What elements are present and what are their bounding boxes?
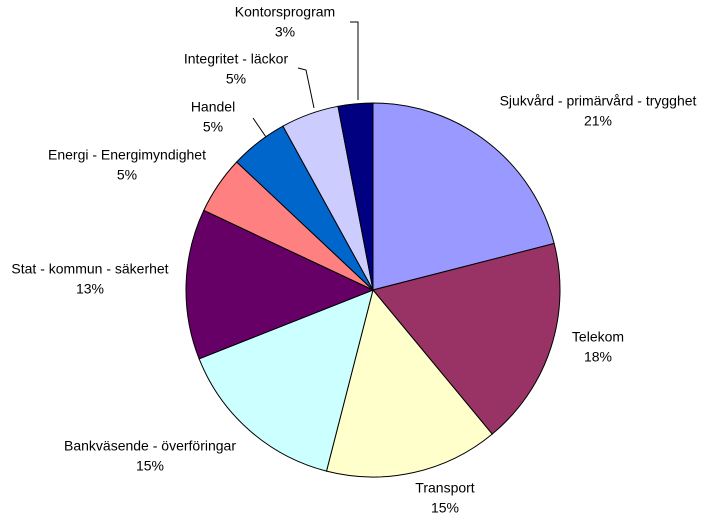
slice-label: Energi - Energimyndighet [48,147,206,163]
slice-value-label: 15% [136,458,164,474]
slice-label: Stat - kommun - säkerhet [11,261,168,277]
slice-label: Sjukvård - primärvård - trygghet [500,93,697,109]
slice-value-label: 3% [275,24,295,40]
slice-value-label: 5% [226,71,246,87]
leader-line [297,67,315,109]
slice-value-label: 5% [203,119,223,135]
pie-slice [325,288,493,478]
pie-slice [372,242,561,435]
slice-value-label: 13% [76,281,104,297]
slice-value-label: 21% [584,113,612,129]
slice-label: Transport [415,480,475,496]
pie-slice [337,102,374,291]
slice-label: Bankväsende - överföringar [64,438,236,454]
slice-label: Handel [191,99,235,115]
leader-line [350,21,359,100]
pie-slice [185,209,375,360]
slice-label: Integritet - läckor [184,51,289,67]
slice-value-label: 18% [584,349,612,365]
slice-value-label: 15% [431,500,459,516]
pie-slice [372,102,555,291]
slice-value-label: 5% [117,167,137,183]
slice-label: Telekom [572,329,624,345]
leader-line [252,117,267,138]
slice-label: Kontorsprogram [235,4,335,20]
pie-slice [198,289,374,472]
